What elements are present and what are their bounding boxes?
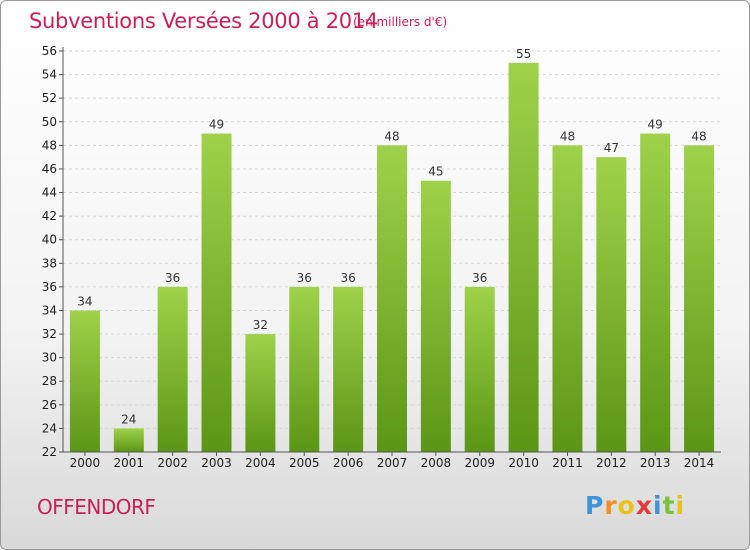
- x-tick-label: 2002: [157, 456, 188, 470]
- bar: [289, 286, 320, 452]
- bar: [201, 133, 232, 452]
- y-tick-label: 42: [42, 209, 57, 223]
- chart-unit: (en milliers d'€): [353, 15, 448, 29]
- y-tick-label: 52: [42, 91, 57, 105]
- x-tick-label: 2009: [464, 456, 495, 470]
- x-tick-label: 2006: [333, 456, 364, 470]
- bar: [552, 145, 583, 452]
- bar-value-label: 36: [340, 271, 355, 285]
- y-tick-label: 26: [42, 398, 57, 412]
- bar-value-label: 47: [604, 141, 619, 155]
- y-axis-ticks: 22 24 26 28 30 32 34 36 38 40 42 44 46 48 50 52 54 56: [42, 44, 63, 459]
- commune-name: OFFENDORF: [37, 495, 156, 519]
- bar-value-label: 36: [297, 271, 312, 285]
- bar: [464, 286, 495, 452]
- bar-value-label: 55: [516, 47, 531, 61]
- bar-value-label: 49: [648, 118, 663, 132]
- y-tick-label: 50: [42, 115, 57, 129]
- y-tick-label: 38: [42, 256, 57, 270]
- x-axis-ticks: 2000 2001 2002 2003 2004 2005 2006 2007 2008 2009…: [70, 452, 715, 470]
- bar: [157, 286, 188, 452]
- y-tick-label: 30: [42, 351, 57, 365]
- bar: [245, 334, 276, 452]
- logo-letter: t: [662, 491, 676, 520]
- x-tick-label: 2010: [508, 456, 539, 470]
- y-tick-label: 46: [42, 162, 57, 176]
- x-tick-label: 2005: [289, 456, 320, 470]
- x-tick-label: 2003: [201, 456, 232, 470]
- x-tick-label: 2004: [245, 456, 276, 470]
- bar: [333, 286, 364, 452]
- logo-letter: P: [585, 491, 605, 520]
- proxiti-logo: Proxiti: [585, 491, 685, 520]
- logo-letter: i: [675, 491, 686, 520]
- y-tick-label: 36: [42, 280, 57, 294]
- x-tick-label: 2014: [684, 456, 715, 470]
- y-tick-label: 56: [42, 44, 57, 58]
- logo-letter: o: [617, 491, 636, 520]
- bar-value-label: 34: [77, 294, 92, 308]
- bar: [508, 62, 539, 452]
- bar: [596, 157, 627, 452]
- x-tick-label: 2008: [421, 456, 452, 470]
- bar-value-label: 49: [209, 118, 224, 132]
- bar: [69, 310, 100, 452]
- x-tick-label: 2007: [377, 456, 408, 470]
- y-tick-label: 54: [42, 68, 57, 82]
- x-tick-label: 2013: [640, 456, 671, 470]
- logo-letter: r: [604, 491, 618, 520]
- bar: [377, 145, 407, 452]
- axes: [62, 47, 721, 453]
- bar-value-label: 32: [253, 318, 268, 332]
- x-tick-label: 2001: [114, 456, 145, 470]
- x-tick-label: 2000: [70, 456, 101, 470]
- x-tick-label: 2012: [596, 456, 627, 470]
- bar-value-label: 36: [472, 271, 487, 285]
- y-tick-label: 28: [42, 374, 57, 388]
- y-tick-label: 48: [42, 138, 57, 152]
- bar: [640, 133, 671, 452]
- bars: 34 24 36 49 32 36 36 48 45 36 55 48 47 49 48: [69, 47, 715, 452]
- bar-value-label: 45: [428, 165, 443, 179]
- bar-value-label: 36: [165, 271, 180, 285]
- y-tick-label: 44: [42, 186, 57, 200]
- x-tick-label: 2011: [552, 456, 583, 470]
- y-tick-label: 24: [42, 421, 57, 435]
- bar-value-label: 24: [121, 412, 136, 426]
- y-tick-label: 40: [42, 233, 57, 247]
- y-tick-label: 34: [42, 303, 57, 317]
- y-tick-label: 32: [42, 327, 57, 341]
- logo-letter: x: [635, 491, 653, 520]
- bar: [113, 428, 144, 452]
- bar-value-label: 48: [560, 129, 575, 143]
- bar-value-label: 48: [691, 129, 706, 143]
- bar: [420, 180, 451, 452]
- bar-value-label: 48: [384, 129, 399, 143]
- chart-title: Subventions Versées 2000 à 2014: [29, 9, 378, 33]
- logo-letter: i: [653, 491, 663, 520]
- bar: [684, 145, 715, 452]
- y-tick-label: 22: [42, 445, 57, 459]
